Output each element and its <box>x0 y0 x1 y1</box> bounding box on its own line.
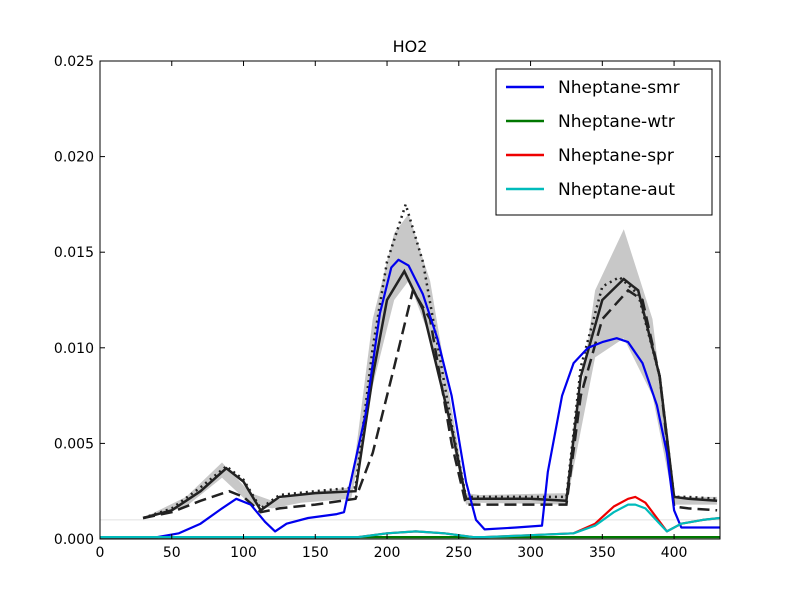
y-tick-label: 0.000 <box>54 532 94 548</box>
y-tick-label: 0.020 <box>54 150 94 166</box>
background-reference-line-solid <box>142 268 718 520</box>
x-axis: 0 50 100 150 200 250 300 350 400 <box>96 61 688 561</box>
legend-label: Nheptane-smr <box>558 78 680 98</box>
x-tick-label: 100 <box>230 545 257 561</box>
y-axis: 0.000 0.005 0.010 0.015 0.020 0.025 <box>54 54 720 548</box>
y-tick-label: 0.015 <box>54 245 94 261</box>
legend-box <box>495 68 713 216</box>
background-reference-line-dotted <box>142 200 718 520</box>
x-tick-label: 50 <box>163 545 181 561</box>
y-tick-label: 0.025 <box>54 54 94 70</box>
chart-title: HO2 <box>393 37 428 56</box>
plot-area <box>99 60 721 540</box>
legend-label: Nheptane-wtr <box>558 112 675 132</box>
x-tick-label: 350 <box>589 545 616 561</box>
plot-frame <box>99 60 721 540</box>
plot-content <box>100 200 720 539</box>
x-tick-label: 400 <box>661 545 688 561</box>
legend-label: Nheptane-aut <box>558 180 675 200</box>
y-tick-label: 0.005 <box>54 436 94 452</box>
legend: Nheptane-smr Nheptane-wtr Nheptane-spr Nhep… <box>495 68 713 216</box>
x-tick-label: 300 <box>517 545 544 561</box>
y-tick-label: 0.010 <box>54 341 94 357</box>
x-tick-label: 250 <box>445 545 472 561</box>
legend-label: Nheptane-spr <box>558 146 674 166</box>
x-tick-label: 150 <box>302 545 329 561</box>
background-reference-line-dashed <box>142 287 718 520</box>
series-line-nheptane-smr <box>100 258 720 539</box>
x-tick-label: 0 <box>96 545 105 561</box>
x-tick-label: 200 <box>374 545 401 561</box>
series-line-nheptane-aut <box>100 503 720 539</box>
